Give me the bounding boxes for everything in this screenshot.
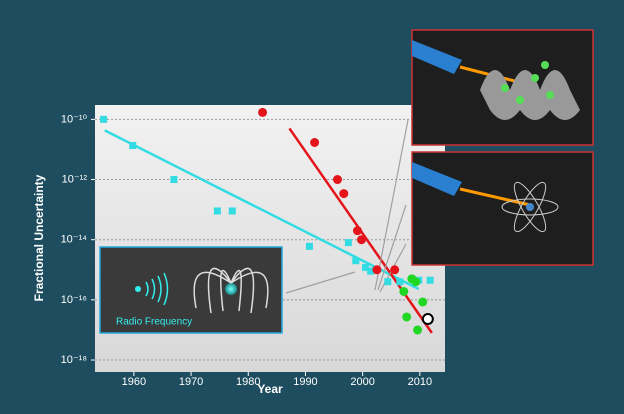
point [345,239,352,246]
point [229,207,236,214]
annotation: Radio Frequency [116,317,192,328]
point [333,175,342,184]
y-tick-label: 10⁻¹⁰ [61,113,88,125]
point [427,277,434,284]
x-tick-label: 1980 [236,376,260,388]
point [423,314,433,324]
x-tick-label: 2010 [408,376,432,388]
point [402,312,411,321]
point [418,297,427,306]
point [390,265,399,274]
point [384,278,391,285]
point [100,116,107,123]
y-tick-label: 10⁻¹⁶ [61,294,87,306]
y-tick-label: 10⁻¹⁸ [61,354,87,366]
atom-inset [412,152,593,265]
point [170,176,177,183]
point [396,278,403,285]
point [310,138,319,147]
point [339,189,348,198]
y-axis-label: Fractional Uncertainty [32,174,46,301]
rf-inset: Radio Frequency [100,247,282,333]
x-tick-label: 1990 [293,376,317,388]
page: {"chart_data": {"type": "scatter", "x_la… [0,0,624,414]
point [413,325,422,334]
chart: Radio Frequency Year Fractional Uncertai… [0,0,624,414]
x-tick-label: 1960 [122,376,146,388]
x-axis-label: Year [257,382,283,396]
point [258,108,267,117]
lattice-inset [412,30,593,145]
point [353,226,362,235]
point [411,277,420,286]
point [352,257,359,264]
point [306,243,313,250]
point [372,265,381,274]
y-tick-label: 10⁻¹² [62,173,88,185]
point [129,142,136,149]
y-tick-label: 10⁻¹⁴ [61,234,88,246]
point [357,235,366,244]
x-tick-label: 2000 [350,376,374,388]
x-tick-label: 1970 [179,376,203,388]
point [214,207,221,214]
point [399,287,408,296]
